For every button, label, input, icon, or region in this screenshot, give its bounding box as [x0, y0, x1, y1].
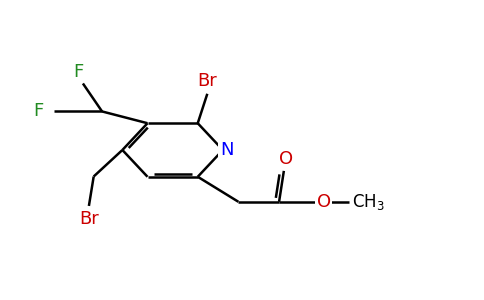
Text: O: O — [317, 193, 331, 211]
Text: F: F — [33, 102, 44, 120]
Text: N: N — [220, 141, 233, 159]
Text: CH$_3$: CH$_3$ — [352, 192, 385, 212]
Text: Br: Br — [197, 71, 217, 89]
Text: Br: Br — [79, 210, 99, 228]
Text: O: O — [279, 149, 293, 167]
Text: F: F — [73, 63, 83, 81]
